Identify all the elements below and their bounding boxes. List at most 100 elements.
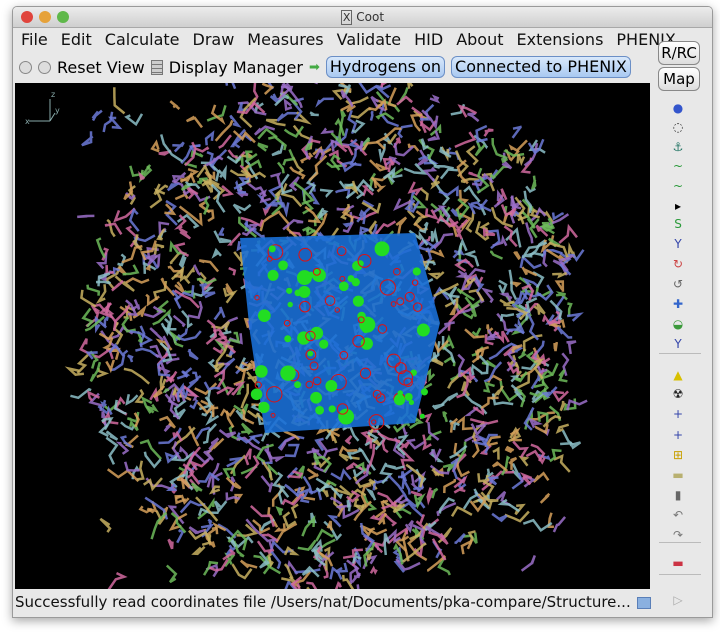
hydrogens-toggle[interactable]: Hydrogens on [325, 56, 446, 78]
back-icon[interactable] [19, 60, 32, 74]
auto-fit-rotamer-icon[interactable]: ◒ [672, 317, 684, 331]
residue-stick [79, 338, 91, 356]
residue-stick [365, 487, 377, 501]
residue-stick [471, 437, 480, 459]
residue-stick [205, 410, 220, 426]
residue-stick [404, 520, 414, 534]
rotate-translate-icon[interactable]: ● [672, 101, 684, 115]
residue-stick [510, 384, 526, 403]
residue-stick [539, 223, 555, 235]
residue-stick [232, 133, 253, 149]
residue-stick [346, 182, 365, 200]
residue-stick [262, 533, 279, 542]
add-atom-icon[interactable]: + [672, 428, 684, 442]
residue-stick [360, 430, 373, 449]
residue-stick [373, 84, 392, 99]
residue-stick [283, 98, 293, 111]
residue-stick [114, 275, 135, 292]
side-chain-rotamer-icon[interactable]: ↻ [672, 257, 684, 271]
residue-stick [288, 176, 300, 192]
residue-stick [138, 170, 146, 181]
residue-stick [436, 501, 457, 517]
menu-measures[interactable]: Measures [247, 30, 324, 49]
residue-stick [306, 449, 320, 455]
refine-zone-icon[interactable]: ~ [672, 159, 684, 173]
residue-stick [478, 355, 489, 375]
mutate-icon[interactable]: ✚ [672, 297, 684, 311]
residue-stick [514, 371, 528, 383]
residue-stick [341, 574, 355, 591]
residue-stick [500, 455, 511, 476]
minimize-button[interactable] [39, 11, 51, 23]
play-icon[interactable]: ▷ [673, 593, 683, 607]
positive-density-blob [315, 405, 325, 415]
ramachandran-icon[interactable]: ▬ [672, 556, 684, 570]
residue-stick [281, 492, 304, 507]
residue-stick [553, 341, 559, 352]
radiation-icon[interactable]: ☢ [672, 387, 684, 401]
residue-stick [168, 512, 188, 532]
residue-stick [421, 109, 439, 130]
add-alt-conf-icon[interactable]: ▲ [673, 368, 683, 382]
residue-stick [70, 387, 92, 400]
residue-stick [182, 446, 202, 475]
negative-density-blob [339, 350, 349, 360]
positive-density-blob [294, 381, 301, 389]
menu-edit[interactable]: Edit [60, 30, 92, 49]
menu-about[interactable]: About [456, 30, 504, 49]
molecule-view[interactable]: x z y [15, 67, 650, 603]
residue-stick [235, 409, 248, 423]
residue-stick [84, 315, 106, 332]
reset-view-button[interactable]: Reset View [57, 57, 145, 77]
residue-stick [276, 111, 298, 122]
residue-stick [202, 560, 219, 576]
edit-chi-icon[interactable]: ↺ [672, 277, 684, 291]
close-button[interactable] [21, 11, 33, 23]
residue-stick [345, 178, 375, 200]
menu-draw[interactable]: Draw [192, 30, 235, 49]
expand-arrow-icon[interactable]: ▸ [674, 199, 682, 213]
display-manager-button[interactable]: Display Manager [168, 57, 303, 77]
menu-extensions[interactable]: Extensions [516, 30, 604, 49]
residue-stick [282, 149, 296, 166]
menu-file[interactable]: File [21, 30, 48, 49]
zoom-button[interactable] [57, 11, 69, 23]
residue-stick [524, 252, 544, 258]
residue-stick [173, 289, 200, 309]
negative-density-blob [254, 381, 262, 389]
stamp-icon[interactable]: ▬ [672, 468, 684, 482]
residue-stick [143, 253, 158, 266]
torsion-icon[interactable]: ⚓ [672, 140, 684, 154]
residue-stick [439, 168, 458, 180]
graphics-viewport[interactable]: x z y [15, 67, 650, 603]
backrub-icon[interactable]: Y [674, 337, 682, 351]
residue-stick [549, 448, 562, 463]
residue-stick [462, 488, 480, 510]
residue-stick [430, 227, 439, 243]
residue-stick [518, 455, 530, 467]
positive-density-blob [257, 309, 271, 323]
add-terminal-residue-icon[interactable]: + [672, 407, 684, 421]
place-atom-icon[interactable]: ⊞ [672, 448, 684, 462]
phenix-connection-button[interactable]: Connected to PHENIX [451, 56, 631, 78]
residue-stick [327, 514, 342, 528]
delete-icon[interactable]: ▮ [674, 488, 682, 502]
menu-calculate[interactable]: Calculate [104, 30, 180, 49]
residue-stick [460, 538, 475, 555]
map-button[interactable]: Map [658, 67, 700, 91]
residue-stick [340, 89, 354, 108]
rrc-button[interactable]: R/RC [658, 41, 700, 65]
stop-icon[interactable] [38, 60, 51, 74]
rotate-zone-icon[interactable]: ◌ [672, 120, 684, 134]
undo-icon[interactable]: ↶ [672, 508, 684, 522]
residue-stick [418, 119, 438, 134]
regularize-zone-icon[interactable]: ~ [672, 179, 684, 193]
flip-peptide-icon[interactable]: Y [674, 237, 682, 251]
menu-validate[interactable]: Validate [336, 30, 402, 49]
redo-icon[interactable]: ↷ [672, 528, 684, 542]
residue-stick [516, 153, 526, 167]
menu-hid[interactable]: HID [414, 30, 444, 49]
residue-stick [517, 348, 527, 360]
residue-stick [513, 317, 525, 334]
rigid-body-fit-icon[interactable]: S [674, 217, 682, 231]
